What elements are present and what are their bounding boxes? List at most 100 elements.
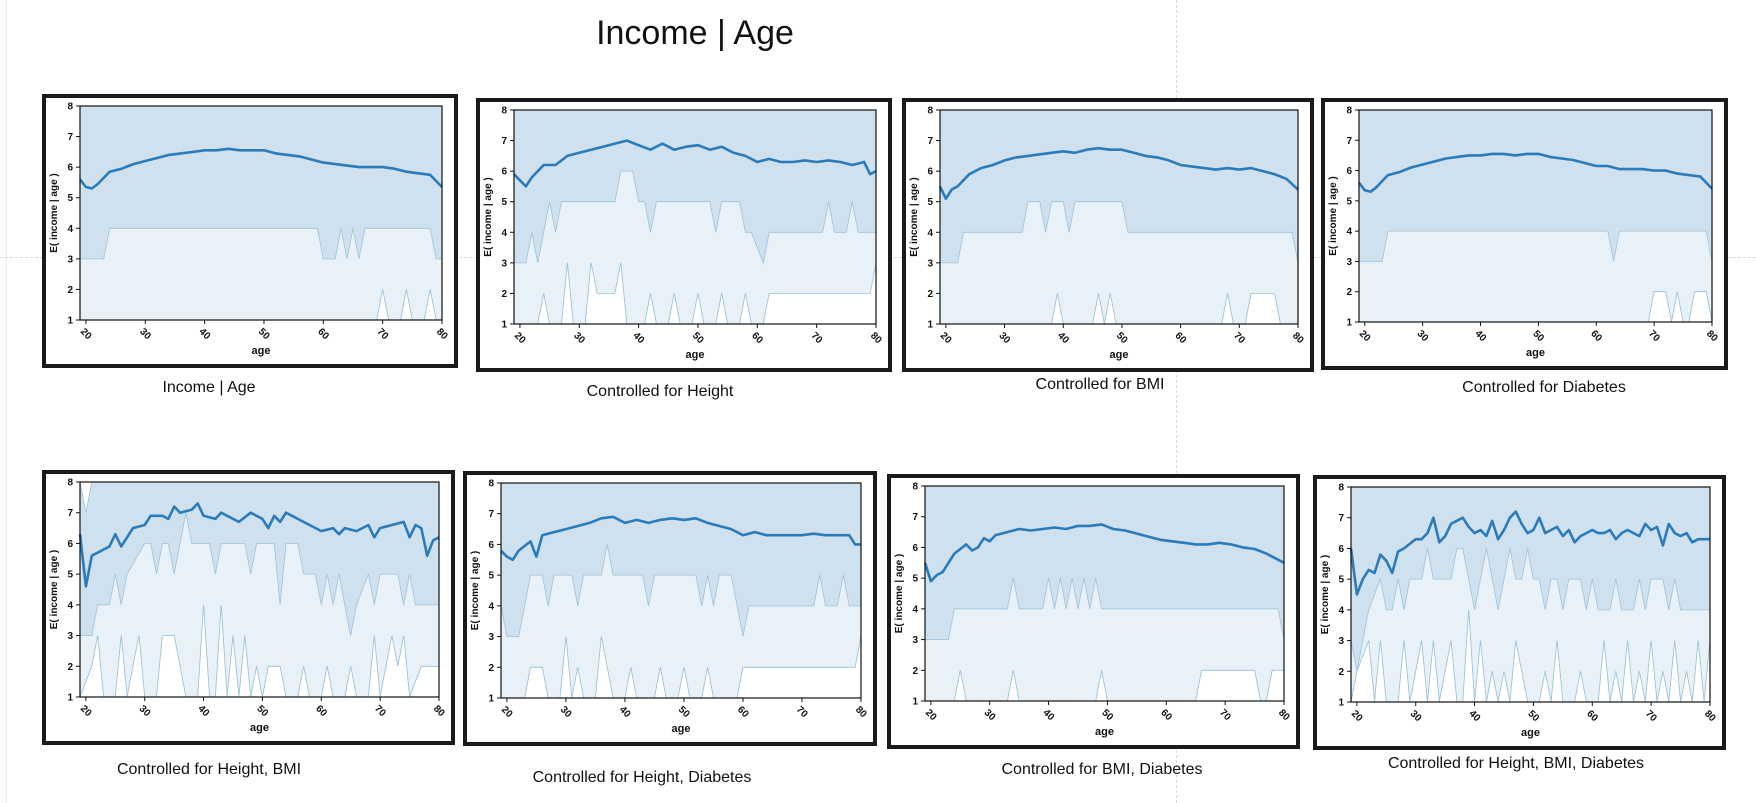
y-tick-label: 8 [67,102,73,113]
chart-panel-diabetes: 1 2 3 4 5 6 7 8 20 30 40 50 60 70 80 age E( income | age… [1321,98,1728,370]
y-tick-label: 8 [1346,106,1352,117]
y-tick-label: 7 [1338,513,1344,524]
mean-income-line [1357,152,1713,194]
plot-frame [513,109,877,325]
plot-frame [1350,486,1711,703]
x-tick-label: 50 [1530,328,1546,344]
y-tick-label: 6 [67,539,73,550]
x-tick-label: 20 [499,704,515,720]
x-tick-label: 70 [794,704,810,720]
y-tick-label: 6 [67,163,73,174]
y-axis-label: E( income | age ) [894,554,905,633]
y-tick-label: 2 [1346,287,1352,298]
chart-height-diabetes: 1 2 3 4 5 6 7 8 20 30 40 50 60 70 80 age E( income | age… [470,479,869,736]
y-axis-label: E( income | age ) [1320,555,1331,634]
x-axis-label: age [1095,726,1114,738]
y-tick-label: 7 [912,512,918,523]
y-tick-label: 4 [1346,227,1352,238]
x-tick-label: 40 [1041,707,1057,723]
y-tick-label: 2 [1338,667,1344,678]
mean-income-line [78,502,440,588]
x-tick-label: 40 [1055,330,1071,346]
y-tick-label: 1 [1338,698,1344,709]
x-tick-label: 50 [690,330,706,346]
y-tick-label: 3 [912,635,918,646]
x-tick-label: 40 [631,330,647,346]
x-tick-label: 60 [749,330,765,346]
y-tick-label: 6 [488,540,494,551]
chart-bmi-diabetes: 1 2 3 4 5 6 7 8 20 30 40 50 60 70 80 age E( income | age… [894,482,1292,739]
mean-income-line [938,146,1299,200]
x-tick-label: 60 [735,704,751,720]
y-tick-label: 5 [1338,575,1344,586]
x-tick-label: 80 [853,704,869,720]
y-axis-label: E( income | age ) [909,177,920,256]
y-tick-label: 6 [501,167,507,178]
chart-panel-bmi-diabetes: 1 2 3 4 5 6 7 8 20 30 40 50 60 70 80 age E( income | age… [887,474,1300,749]
x-tick-label: 20 [78,703,94,719]
caption-height-bmi: Controlled for Height, BMI [116,761,302,778]
inner-band-lower-edge [1359,291,1713,323]
y-tick-label: 1 [1346,318,1352,329]
x-tick-label: 80 [1276,707,1292,723]
x-tick-label: 30 [997,330,1013,346]
y-tick-label: 5 [67,193,73,204]
x-tick-label: 30 [1415,328,1431,344]
x-tick-label: 50 [256,326,272,342]
y-tick-label: 5 [67,570,73,581]
y-tick-label: 2 [67,285,73,296]
plot-frame [939,109,1299,325]
y-tick-label: 7 [1346,136,1352,147]
x-tick-label: 60 [1173,330,1189,346]
x-tick-label: 80 [1704,328,1720,344]
x-axis-label: age [252,345,271,357]
caption-bmi-diabetes: Controlled for BMI, Diabetes [1001,761,1203,778]
chart-panel-height: 1 2 3 4 5 6 7 8 20 30 40 50 60 70 80 age E( income | age… [476,98,892,372]
x-axis-label: age [686,349,705,361]
y-tick-label: 1 [927,320,933,331]
lower-empty-region [501,636,861,698]
chart-panel-height-diabetes: 1 2 3 4 5 6 7 8 20 30 40 50 60 70 80 age E( income | age… [463,471,877,746]
mean-income-line [78,147,443,190]
y-tick-label: 2 [67,662,73,673]
caption-bmi: Controlled for BMI [1035,376,1165,393]
x-tick-label: 70 [1646,328,1662,344]
plot-frame [500,482,862,699]
x-tick-label: 20 [923,707,939,723]
x-tick-label: 60 [1158,707,1174,723]
y-tick-label: 6 [927,167,933,178]
x-tick-label: 60 [1584,708,1600,724]
x-tick-label: 30 [571,330,587,346]
x-tick-label: 40 [196,703,212,719]
x-tick-label: 30 [558,704,574,720]
x-tick-label: 70 [375,326,391,342]
lower-empty-region [940,293,1298,324]
y-tick-label: 4 [67,224,73,235]
mean-income-line [500,515,861,562]
x-axis-label: age [1521,727,1540,739]
y-tick-label: 7 [501,136,507,147]
y-tick-label: 3 [67,631,73,642]
y-tick-label: 5 [927,197,933,208]
chart-height-bmi: 1 2 3 4 5 6 7 8 20 30 40 50 60 70 80 age E( income | age… [49,478,447,735]
x-tick-label: 50 [1114,330,1130,346]
chart-income-age: 1 2 3 4 5 6 7 8 20 30 40 50 60 70 80 age E( income | age… [49,102,450,358]
x-tick-label: 70 [372,703,388,719]
y-tick-label: 3 [1346,257,1352,268]
y-axis-label: E( income | age ) [49,550,60,629]
y-axis-label: E( income | age ) [49,173,60,252]
x-tick-label: 40 [617,704,633,720]
chart-panel-height-bmi: 1 2 3 4 5 6 7 8 20 30 40 50 60 70 80 age E( income | age… [42,470,455,745]
left-edge-rule [6,0,7,803]
inner-band-lower-edge [80,289,442,321]
y-tick-label: 7 [67,132,73,143]
plot-frame [924,485,1285,702]
x-tick-label: 50 [676,704,692,720]
x-axis-label: age [1526,347,1545,359]
y-tick-label: 1 [501,320,507,331]
y-tick-label: 1 [67,316,73,327]
plot-frame [1358,109,1713,323]
y-tick-label: 4 [912,604,918,615]
chart-height-bmi-diabetes: 1 2 3 4 5 6 7 8 20 30 40 50 60 70 80 age E( income | age… [1320,483,1718,740]
x-tick-label: 60 [315,326,331,342]
